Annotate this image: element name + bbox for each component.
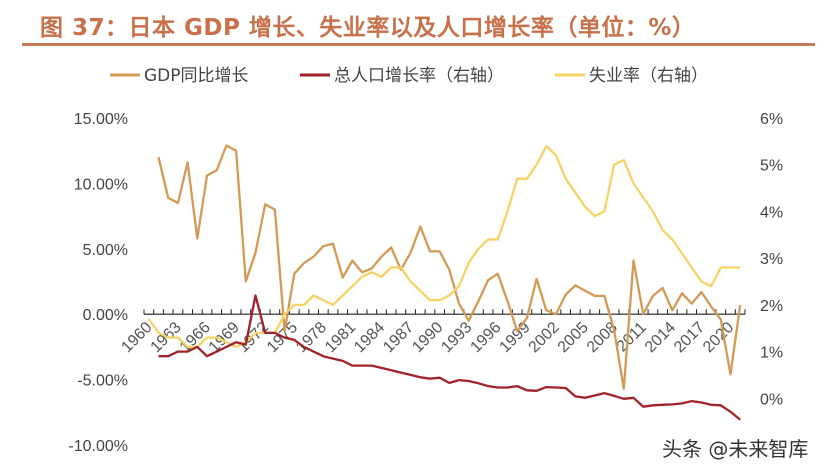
x-axis-tick-label: 1960 <box>118 319 155 356</box>
legend-label-3: 失业率（右轴） <box>589 66 708 86</box>
series-line-2 <box>158 294 741 421</box>
right-axis-tick-label: 3% <box>760 251 783 268</box>
x-axis-tick-label: 1987 <box>380 319 417 356</box>
x-axis-tick-label: 1981 <box>322 319 359 356</box>
x-axis-tick-label: 2020 <box>700 319 737 356</box>
left-axis-tick-label: 0.00% <box>83 307 128 324</box>
x-axis-tick-label: 1972 <box>235 319 272 356</box>
right-axis-tick-label: 1% <box>760 345 783 362</box>
x-axis-tick-label: 1993 <box>438 319 475 356</box>
title-divider <box>22 43 815 46</box>
x-axis-tick-label: 2005 <box>555 319 592 356</box>
left-axis-tick-label: 15.00% <box>74 111 128 128</box>
left-axis-tick-label: 10.00% <box>74 176 128 193</box>
right-axis-tick-label: 2% <box>760 298 783 315</box>
right-axis-tick-label: 5% <box>760 158 783 175</box>
right-axis-tick-label: 6% <box>760 111 783 128</box>
legend-label-2: 总人口增长率（右轴） <box>334 66 504 86</box>
series-line-1 <box>157 144 742 390</box>
left-axis-tick-label: 5.00% <box>83 242 128 259</box>
x-axis-tick-label: 2002 <box>526 319 563 356</box>
x-axis-tick-label: 1990 <box>409 319 446 356</box>
x-axis-tick-label: 1996 <box>467 319 504 356</box>
legend-label-1: GDP同比增长 <box>144 66 249 86</box>
x-axis-tick-label: 2014 <box>642 319 679 356</box>
watermark: 头条 @未来智库 <box>662 437 809 461</box>
x-axis-tick-label: 2017 <box>671 319 708 356</box>
left-axis-tick-label: -5.00% <box>77 373 128 390</box>
x-axis-tick-label: 1984 <box>351 319 388 356</box>
right-axis-tick-label: 4% <box>760 204 783 221</box>
figure-title: 图 37：日本 GDP 增长、失业率以及人口增长率（单位：%） <box>40 15 696 41</box>
left-axis-tick-label: -10.00% <box>68 438 128 455</box>
x-axis-tick-label: 2011 <box>614 319 650 355</box>
right-axis-tick-label: 0% <box>760 391 783 408</box>
